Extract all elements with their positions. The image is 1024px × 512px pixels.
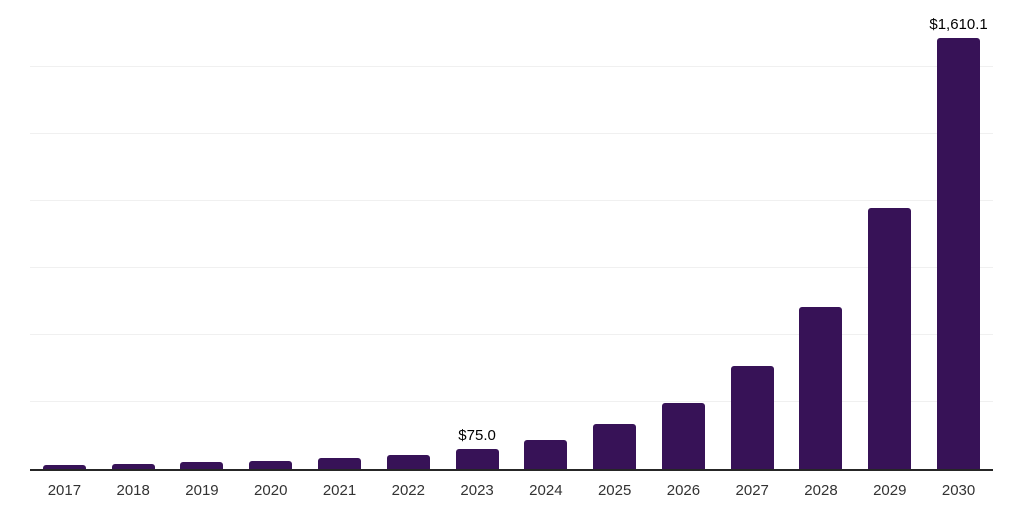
bar-2025 [593, 424, 637, 469]
x-tick-label-2024: 2024 [529, 482, 563, 499]
bar-slot-2025 [580, 0, 649, 469]
bar-2027 [730, 366, 774, 469]
value-label-2023: $75.0 [458, 426, 496, 444]
bar-slot-2026 [649, 0, 718, 469]
x-tick-label-2026: 2026 [666, 482, 701, 499]
bar-2024 [524, 440, 568, 469]
x-tick-label-2027: 2027 [735, 482, 769, 499]
bar-slot-2030: $1,610.1 [924, 0, 993, 469]
value-label-2030: $1,610.1 [929, 15, 988, 33]
x-tick-label-2017: 2017 [47, 482, 82, 499]
bar-2020 [249, 460, 293, 469]
x-tick-label-2019: 2019 [185, 482, 219, 499]
bar-slot-2020 [236, 0, 305, 469]
bar-2022 [386, 454, 430, 469]
x-tick-label-2023: 2023 [460, 482, 494, 499]
gridline [30, 401, 993, 402]
gridline [30, 66, 993, 67]
bar-slot-2027 [718, 0, 787, 469]
x-tick-label-2021: 2021 [322, 482, 357, 499]
bar-2021 [318, 458, 362, 469]
bar-2019 [180, 462, 224, 469]
x-tick-label-2028: 2028 [804, 482, 838, 499]
x-tick-label-2018: 2018 [116, 482, 150, 499]
x-tick-label-2022: 2022 [391, 482, 425, 499]
gridline [30, 267, 993, 268]
x-axis-tick-labels: 2017 2018 2019 2020 2021 2022 2023 2024 2025 2026… [30, 482, 993, 500]
bar-2017 [42, 465, 86, 469]
bars-container: $75.0 $1,610.1 [30, 0, 993, 469]
gridline [30, 334, 993, 335]
x-tick-label-2030: 2030 [941, 482, 976, 499]
x-tick-label-2029: 2029 [873, 482, 907, 499]
bar-2029 [868, 208, 912, 469]
gridline [30, 133, 993, 134]
bar-2018 [111, 463, 155, 469]
gridline [30, 200, 993, 201]
bar-slot-2019 [168, 0, 237, 469]
x-tick-label-2025: 2025 [597, 482, 632, 499]
bar-slot-2017 [30, 0, 99, 469]
bar-slot-2022 [374, 0, 443, 469]
bar-2026 [661, 403, 705, 469]
bar-2030 [937, 37, 981, 469]
bar-slot-2029 [855, 0, 924, 469]
bar-slot-2021 [305, 0, 374, 469]
bar-slot-2018 [99, 0, 168, 469]
plot-area: $75.0 $1,610.1 [30, 0, 993, 471]
bar-slot-2028 [787, 0, 856, 469]
bar-2028 [799, 307, 843, 469]
bar-slot-2024 [511, 0, 580, 469]
bar-slot-2023: $75.0 [443, 0, 512, 469]
x-tick-label-2020: 2020 [254, 482, 288, 499]
bar-2023 [455, 448, 499, 469]
